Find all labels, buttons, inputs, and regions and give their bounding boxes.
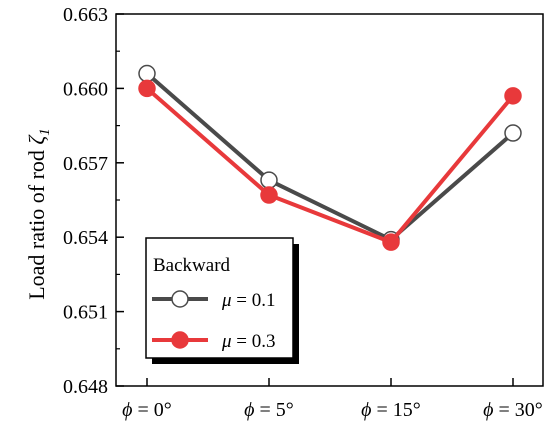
- legend-label-mu01: μ = 0.1: [221, 290, 276, 311]
- x-tick-label: ϕ = 30°: [483, 399, 543, 421]
- y-tick-label: 0.657: [63, 153, 108, 175]
- y-tick-label: 0.663: [63, 4, 108, 26]
- legend-marker-mu03: [171, 331, 189, 349]
- x-tick-label: ϕ = 5°: [244, 399, 294, 421]
- legend-item-mu03: μ = 0.3: [152, 331, 276, 352]
- data-point-mu03: [382, 233, 400, 251]
- x-tick-label: ϕ = 15°: [361, 399, 421, 421]
- legend-label-mu03: μ = 0.3: [221, 331, 276, 352]
- data-point-mu01: [504, 124, 522, 142]
- legend-item-mu01: μ = 0.1: [152, 290, 276, 311]
- series-line-mu03: [145, 86, 515, 245]
- y-axis-title-text: Load ratio of rod: [24, 150, 49, 300]
- y-axis-title-subscript: 1: [37, 128, 53, 136]
- series-layer: [138, 64, 522, 251]
- data-point-mu03: [504, 87, 522, 105]
- x-tick-label: ϕ = 0°: [122, 399, 172, 421]
- y-tick-label: 0.651: [63, 302, 108, 324]
- legend: Backward μ = 0.1 μ = 0.3: [145, 237, 299, 364]
- y-tick-label: 0.660: [63, 78, 108, 100]
- y-axis-title: Load ratio of rod ζ1: [24, 128, 53, 300]
- legend-title: Backward: [153, 255, 231, 276]
- axes: 0.648 0.651 0.654 0.657 0.660 0.663 ϕ = 0° ϕ = …: [63, 4, 544, 421]
- legend-marker-mu01: [171, 290, 189, 308]
- data-point-mu01: [260, 171, 278, 189]
- series-mu03: [138, 79, 522, 251]
- data-point-mu01: [138, 64, 156, 83]
- data-point-mu03: [260, 186, 278, 204]
- y-tick-label: 0.654: [63, 227, 108, 249]
- y-tick-label: 0.648: [63, 376, 108, 398]
- series-line-mu01: [145, 72, 515, 242]
- data-point-mu03: [138, 79, 156, 98]
- y-axis-title-symbol: ζ: [24, 134, 49, 145]
